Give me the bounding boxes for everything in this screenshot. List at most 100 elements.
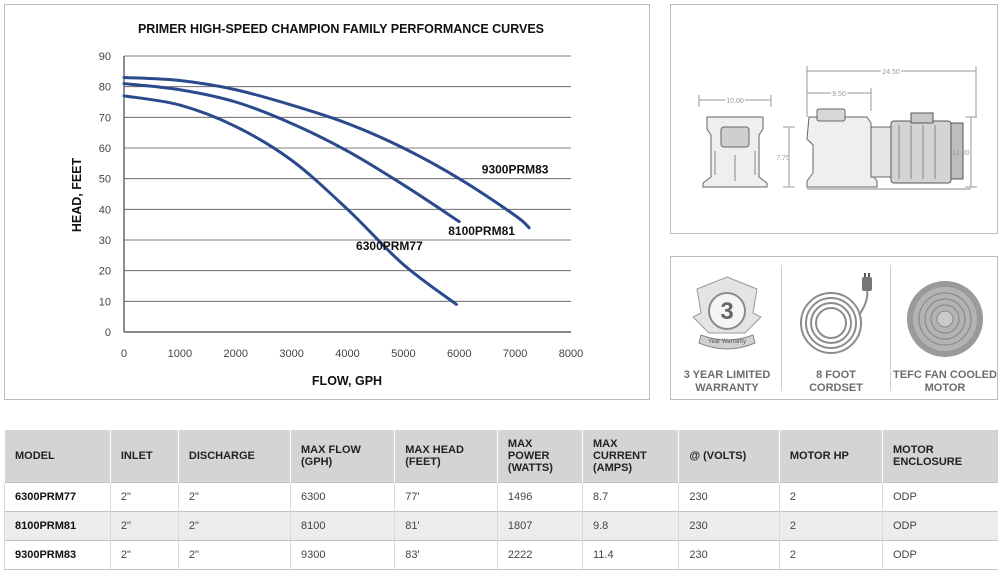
chart-grid bbox=[123, 55, 571, 333]
x-axis-ticks: 0 1000 2000 3000 4000 5000 6000 7000 8000 bbox=[121, 348, 583, 360]
y-tick-label: 10 bbox=[99, 296, 111, 308]
table-cell: 11.4 bbox=[581, 540, 679, 570]
series-line-9300PRM83 bbox=[122, 75, 531, 230]
y-tick-label: 80 bbox=[99, 82, 111, 94]
power-cord-icon bbox=[800, 273, 872, 354]
y-tick-label: 0 bbox=[105, 327, 111, 339]
series-line-6300PRM77 bbox=[122, 94, 458, 306]
pump-dimension-drawing: 10.00 24.50 9.50 7.75 11.00 bbox=[698, 66, 977, 190]
table-cell: 9300 bbox=[290, 540, 395, 570]
x-tick-label: 7000 bbox=[503, 348, 527, 360]
pump-front-view bbox=[698, 95, 772, 188]
warranty-badge-icon: 3 Year Warranty bbox=[692, 276, 762, 350]
table-cell: 230 bbox=[678, 540, 780, 570]
svg-text:3: 3 bbox=[720, 298, 733, 325]
table-cell: 9.8 bbox=[581, 511, 679, 541]
table-cell: 77' bbox=[394, 482, 498, 512]
table-cell: 81' bbox=[394, 511, 498, 541]
y-tick-label: 60 bbox=[99, 143, 111, 155]
table-row: 9300PRM83 2" 2" 9300 83' 2222 11.4 230 2 ODP bbox=[4, 540, 998, 570]
side-length-dimension: 24.50 bbox=[882, 69, 900, 76]
y-axis-label: HEAD, FEET bbox=[70, 157, 84, 232]
y-tick-label: 90 bbox=[99, 51, 111, 63]
column-header: MAX FLOW (GPH) bbox=[290, 430, 395, 483]
x-tick-label: 3000 bbox=[279, 348, 303, 360]
table-cell: 230 bbox=[678, 511, 780, 541]
x-tick-label: 0 bbox=[121, 348, 127, 360]
performance-chart-panel: PRIMER HIGH-SPEED CHAMPION FAMILY PERFOR… bbox=[4, 4, 650, 400]
column-header: DISCHARGE bbox=[177, 430, 291, 483]
performance-chart: PRIMER HIGH-SPEED CHAMPION FAMILY PERFOR… bbox=[70, 22, 583, 388]
y-tick-label: 40 bbox=[99, 204, 111, 216]
column-header: MAX CURRENT (AMPS) bbox=[581, 430, 679, 483]
feature-cordset: 8 FOOT CORDSET bbox=[782, 265, 890, 395]
pump-side-view bbox=[783, 66, 977, 190]
feature-cordset-label-2: CORDSET bbox=[809, 382, 863, 394]
table-cell: 6300 bbox=[290, 482, 395, 512]
feature-warranty-label-2: WARRANTY bbox=[695, 382, 759, 394]
dimension-drawing-panel: 10.00 24.50 9.50 7.75 11.00 bbox=[670, 4, 998, 234]
svg-text:Year Warranty: Year Warranty bbox=[708, 339, 746, 345]
x-tick-label: 2000 bbox=[224, 348, 248, 360]
column-header: MAX HEAD (FEET) bbox=[394, 430, 498, 483]
table-header-row: MODEL INLET DISCHARGE MAX FLOW (GPH) MAX HEAD… bbox=[4, 430, 998, 483]
table-cell: 83' bbox=[394, 540, 498, 570]
series-label-6300PRM77: 6300PRM77 bbox=[356, 239, 423, 253]
x-tick-label: 1000 bbox=[168, 348, 192, 360]
feature-cordset-label-1: 8 FOOT bbox=[816, 369, 856, 381]
column-header: MAX POWER (WATTS) bbox=[496, 430, 583, 483]
model-cell: 6300PRM77 bbox=[4, 482, 111, 512]
feature-fan-motor: TEFC FAN COOLED MOTOR bbox=[891, 265, 999, 395]
y-axis-ticks: 0 10 20 30 40 50 60 70 80 90 bbox=[99, 51, 111, 339]
table-cell: 1496 bbox=[496, 482, 583, 512]
table-cell: ODP bbox=[882, 482, 998, 512]
table-cell: 2222 bbox=[496, 540, 583, 570]
x-tick-label: 5000 bbox=[391, 348, 415, 360]
x-axis-label: FLOW, GPH bbox=[312, 374, 382, 388]
table-cell: 2" bbox=[109, 511, 179, 541]
column-header: MOTOR HP bbox=[778, 430, 883, 483]
table-cell: 2 bbox=[778, 540, 883, 570]
y-tick-label: 20 bbox=[99, 266, 111, 278]
series-line-8100PRM81 bbox=[122, 82, 461, 224]
table-cell: ODP bbox=[882, 540, 998, 570]
y-tick-label: 70 bbox=[99, 112, 111, 124]
feature-warranty-label-1: 3 YEAR LIMITED bbox=[683, 369, 771, 381]
table-cell: 1807 bbox=[496, 511, 583, 541]
table-cell: 2" bbox=[177, 540, 291, 570]
table-cell: 2" bbox=[109, 482, 179, 512]
table-row: 6300PRM77 2" 2" 6300 77' 1496 8.7 230 2 ODP bbox=[4, 482, 998, 512]
fan-cover-icon bbox=[907, 281, 983, 357]
x-tick-label: 4000 bbox=[335, 348, 359, 360]
table-cell: 230 bbox=[678, 482, 780, 512]
column-header: MOTOR ENCLOSURE bbox=[882, 430, 998, 483]
column-header: INLET bbox=[109, 430, 179, 483]
total-height-dimension: 11.00 bbox=[953, 150, 970, 157]
feature-fan-label-1: TEFC FAN COOLED bbox=[893, 369, 997, 381]
features-panel: 3 Year Warranty 3 YEAR LIMITED WARRANTY … bbox=[670, 256, 998, 400]
column-header: @ (VOLTS) bbox=[678, 430, 780, 483]
port-offset-dimension: 9.50 bbox=[832, 91, 846, 98]
front-width-dimension: 10.00 bbox=[726, 98, 744, 105]
table-cell: 2 bbox=[778, 482, 883, 512]
chart-series: 6300PRM77 8100PRM81 9300PRM83 bbox=[122, 75, 549, 306]
table-cell: 2" bbox=[109, 540, 179, 570]
series-label-9300PRM83: 9300PRM83 bbox=[482, 162, 549, 176]
table-cell: 2" bbox=[177, 511, 291, 541]
table-cell: 8.7 bbox=[581, 482, 679, 512]
column-header: MODEL bbox=[4, 430, 111, 483]
feature-fan-label-2: MOTOR bbox=[924, 382, 966, 394]
y-tick-label: 30 bbox=[99, 235, 111, 247]
model-cell: 8100PRM81 bbox=[4, 511, 111, 541]
specs-table: MODEL INLET DISCHARGE MAX FLOW (GPH) MAX HEAD… bbox=[4, 430, 998, 570]
feature-warranty: 3 Year Warranty 3 YEAR LIMITED WARRANTY bbox=[673, 265, 781, 395]
series-label-8100PRM81: 8100PRM81 bbox=[448, 224, 515, 238]
model-cell: 9300PRM83 bbox=[4, 540, 111, 570]
port-height-dimension: 7.75 bbox=[776, 155, 790, 162]
table-cell: 2 bbox=[778, 511, 883, 541]
feature-divider bbox=[890, 265, 891, 391]
x-tick-label: 8000 bbox=[559, 348, 583, 360]
chart-title: PRIMER HIGH-SPEED CHAMPION FAMILY PERFOR… bbox=[138, 22, 544, 36]
table-cell: ODP bbox=[882, 511, 998, 541]
table-body: 6300PRM77 2" 2" 6300 77' 1496 8.7 230 2 ODP 8100PR… bbox=[4, 482, 998, 570]
